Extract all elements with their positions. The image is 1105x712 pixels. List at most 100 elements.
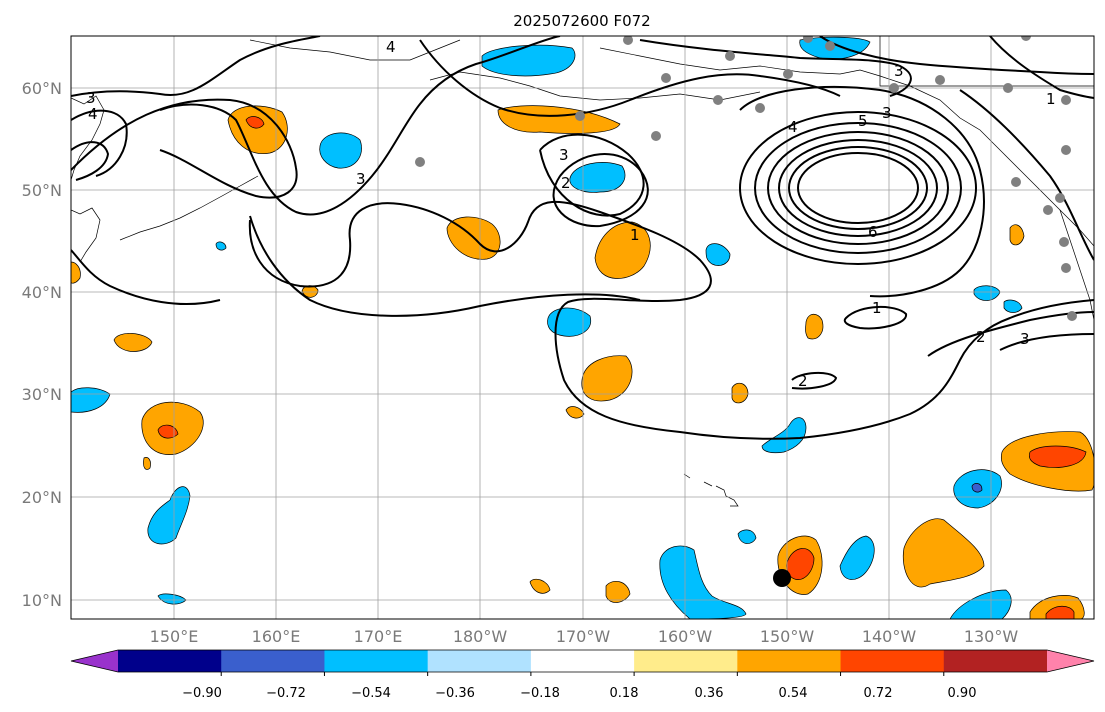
negative-anomaly-region bbox=[839, 535, 875, 580]
colorbar-ticks: −0.90 −0.72 −0.54 −0.36 −0.18 0.18 0.36 … bbox=[182, 686, 976, 701]
colorbar-segment bbox=[324, 650, 429, 672]
colorbar-segment bbox=[943, 650, 1048, 672]
lon-label: 150°W bbox=[760, 627, 815, 646]
positive-anomaly-region bbox=[805, 313, 824, 340]
coastlines bbox=[71, 36, 1094, 507]
negative-anomaly-region bbox=[659, 545, 747, 619]
contour-line bbox=[819, 36, 1094, 75]
contour-line bbox=[989, 36, 1094, 99]
lon-label: 180°W bbox=[453, 627, 508, 646]
colorbar-tick-label: 0.36 bbox=[695, 686, 724, 701]
gulf-of-alaska-coast bbox=[879, 75, 1094, 247]
kuril-islands bbox=[119, 175, 259, 241]
colorbar-segment bbox=[840, 650, 945, 672]
station-marker bbox=[725, 51, 735, 61]
colorbar-extend-low bbox=[71, 650, 118, 672]
contour-line bbox=[843, 305, 907, 330]
station-marker bbox=[935, 75, 945, 85]
contour-lines bbox=[71, 36, 1094, 440]
station-marker bbox=[1043, 205, 1053, 215]
lon-label: 130°W bbox=[964, 627, 1019, 646]
station-marker bbox=[661, 73, 671, 83]
lon-label: 170°E bbox=[354, 627, 403, 646]
contour-line bbox=[249, 215, 641, 317]
station-marker bbox=[783, 69, 793, 79]
lon-label: 150°E bbox=[150, 627, 199, 646]
positive-anomaly-region bbox=[1009, 224, 1025, 246]
colorbar-outline bbox=[70, 649, 1095, 673]
station-marker bbox=[1061, 263, 1071, 273]
negative-anomaly-region bbox=[481, 44, 576, 77]
contour-line bbox=[71, 36, 321, 97]
colorbar-tick-label: 0.90 bbox=[948, 686, 977, 701]
colorbar-tick-label: 0.18 bbox=[610, 686, 639, 701]
positive-anomaly-region bbox=[227, 105, 288, 154]
colorbar-tick-label: −0.72 bbox=[266, 686, 306, 701]
positive-anomaly-region bbox=[245, 116, 265, 129]
low-pressure-contour bbox=[797, 152, 919, 224]
contour-label: 1 bbox=[872, 299, 882, 317]
station-marker bbox=[1021, 36, 1031, 41]
negative-anomaly-region bbox=[971, 483, 983, 493]
colorbar-segment bbox=[118, 650, 222, 672]
lat-label: 30°N bbox=[22, 385, 62, 404]
station-marker bbox=[651, 131, 661, 141]
lon-label: 160°W bbox=[658, 627, 713, 646]
negative-anomaly-region bbox=[547, 307, 592, 337]
station-marker bbox=[825, 41, 835, 51]
colorbar-tick-label: 0.54 bbox=[779, 686, 808, 701]
colorbar-tick-label: −0.90 bbox=[182, 686, 222, 701]
contour-line bbox=[419, 39, 841, 117]
negative-anomaly-region bbox=[949, 589, 1012, 619]
negative-anomaly-region bbox=[147, 486, 191, 545]
contour-label: 3 bbox=[1020, 330, 1030, 348]
positive-anomaly-region bbox=[497, 105, 621, 134]
station-marker bbox=[1061, 145, 1071, 155]
contour-line bbox=[71, 249, 221, 306]
negative-anomaly-region bbox=[737, 529, 757, 544]
colorbar-tick-label: −0.36 bbox=[435, 686, 475, 701]
station-markers bbox=[415, 36, 1077, 321]
station-marker bbox=[415, 157, 425, 167]
low-pressure-contour bbox=[778, 139, 938, 237]
negative-anomaly-region bbox=[319, 132, 362, 169]
low-pressure-contour bbox=[788, 146, 928, 230]
alaska-coast bbox=[599, 47, 881, 77]
station-marker bbox=[889, 83, 899, 93]
contour-line bbox=[791, 372, 838, 390]
lat-label: 50°N bbox=[22, 181, 62, 200]
station-marker bbox=[575, 111, 585, 121]
north-america-coast bbox=[1059, 209, 1094, 321]
colorbar-segment bbox=[737, 650, 842, 672]
contour-line bbox=[71, 109, 128, 177]
contour-label: 3 bbox=[894, 62, 904, 80]
contour-label: 4 bbox=[788, 118, 798, 136]
contour-label: 4 bbox=[386, 38, 396, 56]
contour-line bbox=[71, 98, 298, 199]
contour-label: 2 bbox=[976, 328, 986, 346]
positive-anomaly-region bbox=[113, 333, 153, 352]
asia-coast bbox=[71, 207, 101, 263]
contour-label: 2 bbox=[798, 372, 808, 390]
station-marker bbox=[1059, 237, 1069, 247]
contour-label: 3 bbox=[86, 89, 96, 107]
position-marker bbox=[773, 569, 791, 587]
contour-label: 3 bbox=[356, 170, 366, 188]
contour-label: 3 bbox=[882, 104, 892, 122]
colorbar-segment bbox=[530, 650, 635, 672]
contour-label: 6 bbox=[868, 223, 878, 241]
contour-line bbox=[639, 39, 912, 97]
lon-label: 170°W bbox=[556, 627, 611, 646]
negative-anomaly-region bbox=[799, 36, 871, 60]
colorbar-tick-label: −0.54 bbox=[351, 686, 391, 701]
contour-line bbox=[248, 200, 1094, 440]
low-pressure-contour bbox=[739, 111, 977, 265]
contour-label: 1 bbox=[630, 226, 640, 244]
contour-line bbox=[71, 141, 110, 181]
map-frame bbox=[70, 35, 1095, 620]
lat-lon-grid bbox=[71, 36, 1094, 619]
positive-anomaly-region bbox=[565, 406, 585, 419]
positive-anomaly-region bbox=[902, 518, 985, 588]
contour-line bbox=[539, 133, 645, 217]
colorbar-extend-high bbox=[1047, 650, 1094, 672]
